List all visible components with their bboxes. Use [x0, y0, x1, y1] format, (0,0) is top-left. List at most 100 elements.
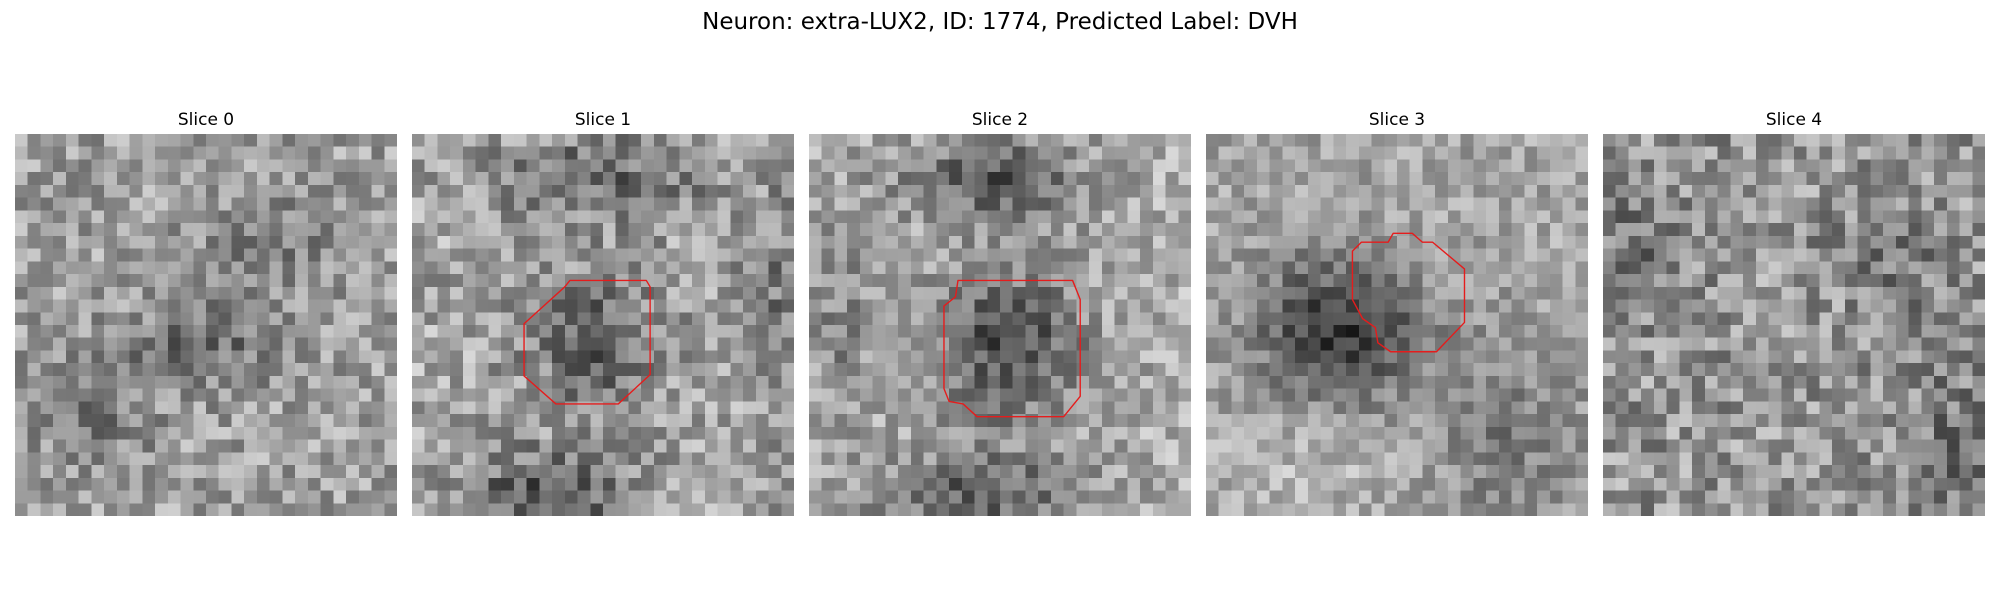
- image-pixel: [834, 465, 848, 479]
- image-pixel: [501, 401, 515, 415]
- image-pixel: [1857, 184, 1871, 198]
- image-pixel: [809, 235, 822, 249]
- image-pixel: [653, 465, 667, 479]
- image-pixel: [1934, 363, 1948, 377]
- image-pixel: [424, 235, 438, 249]
- image-pixel: [269, 312, 283, 326]
- image-pixel: [1946, 274, 1960, 288]
- image-pixel: [1050, 363, 1064, 377]
- image-pixel: [1692, 388, 1706, 402]
- image-pixel: [628, 184, 642, 198]
- image-pixel: [1050, 197, 1064, 211]
- image-pixel: [1537, 210, 1551, 224]
- image-pixel: [1076, 325, 1090, 338]
- image-pixel: [424, 426, 438, 440]
- image-pixel: [1524, 299, 1538, 313]
- image-pixel: [1883, 337, 1897, 351]
- image-pixel: [1384, 325, 1398, 338]
- mask-contour: [943, 279, 1081, 418]
- image-pixel: [53, 375, 67, 389]
- image-pixel: [1679, 197, 1693, 211]
- image-pixel: [167, 184, 181, 198]
- image-pixel: [1101, 439, 1115, 453]
- image-pixel: [1218, 146, 1232, 160]
- image-pixel: [910, 477, 924, 491]
- image-pixel: [142, 477, 156, 491]
- image-pixel: [1447, 261, 1461, 275]
- image-pixel: [462, 401, 476, 415]
- image-pixel: [704, 172, 718, 186]
- image-pixel: [1615, 363, 1629, 377]
- image-pixel: [1384, 465, 1398, 479]
- image-pixel: [1511, 159, 1525, 173]
- image-pixel: [1498, 210, 1512, 224]
- image-pixel: [1934, 172, 1948, 186]
- image-pixel: [539, 159, 553, 173]
- image-pixel: [1641, 490, 1655, 504]
- image-pixel: [1231, 248, 1245, 262]
- image-pixel: [1140, 363, 1154, 377]
- image-pixel: [501, 299, 515, 313]
- image-pixel: [1256, 159, 1270, 173]
- image-pixel: [1435, 426, 1449, 440]
- image-pixel: [615, 299, 629, 313]
- image-pixel: [371, 274, 385, 288]
- image-pixel: [653, 261, 667, 275]
- image-pixel: [450, 388, 464, 402]
- image-pixel: [1140, 146, 1154, 160]
- image-pixel: [590, 465, 604, 479]
- image-pixel: [692, 350, 706, 364]
- image-pixel: [371, 426, 385, 440]
- image-pixel: [1101, 465, 1115, 479]
- image-pixel: [743, 248, 757, 262]
- image-pixel: [371, 210, 385, 224]
- image-pixel: [1114, 388, 1128, 402]
- image-pixel: [1549, 388, 1563, 402]
- image-pixel: [475, 248, 489, 262]
- image-pixel: [27, 375, 41, 389]
- image-pixel: [1603, 477, 1616, 491]
- image-pixel: [1562, 439, 1576, 453]
- image-pixel: [666, 490, 680, 504]
- image-pixel: [1641, 197, 1655, 211]
- image-pixel: [1101, 184, 1115, 198]
- image-pixel: [628, 248, 642, 262]
- image-pixel: [513, 299, 527, 313]
- image-pixel: [628, 337, 642, 351]
- image-pixel: [781, 286, 794, 300]
- image-pixel: [923, 210, 937, 224]
- image-pixel: [539, 210, 553, 224]
- image-pixel: [116, 426, 130, 440]
- image-pixel: [1152, 261, 1166, 275]
- image-pixel: [333, 134, 347, 147]
- image-pixel: [1012, 325, 1026, 338]
- image-pixel: [104, 312, 118, 326]
- image-pixel: [1921, 146, 1935, 160]
- image-pixel: [65, 325, 79, 338]
- image-pixel: [692, 363, 706, 377]
- image-pixel: [1511, 248, 1525, 262]
- image-pixel: [1486, 312, 1500, 326]
- image-pixel: [821, 350, 835, 364]
- image-pixel: [142, 312, 156, 326]
- image-pixel: [78, 465, 92, 479]
- image-pixel: [961, 286, 975, 300]
- image-pixel: [91, 261, 105, 275]
- image-pixel: [488, 235, 502, 249]
- image-pixel: [1717, 223, 1731, 237]
- image-pixel: [1781, 223, 1795, 237]
- image-pixel: [653, 363, 667, 377]
- image-pixel: [1384, 210, 1398, 224]
- image-pixel: [704, 375, 718, 389]
- image-pixel: [1743, 248, 1757, 262]
- image-pixel: [1140, 490, 1154, 504]
- image-pixel: [1641, 223, 1655, 237]
- image-pixel: [1384, 490, 1398, 504]
- image-pixel: [1447, 299, 1461, 313]
- image-pixel: [65, 134, 79, 147]
- image-pixel: [1575, 350, 1588, 364]
- image-pixel: [1435, 299, 1449, 313]
- image-pixel: [53, 363, 67, 377]
- image-pixel: [1628, 134, 1642, 147]
- image-pixel: [539, 414, 553, 428]
